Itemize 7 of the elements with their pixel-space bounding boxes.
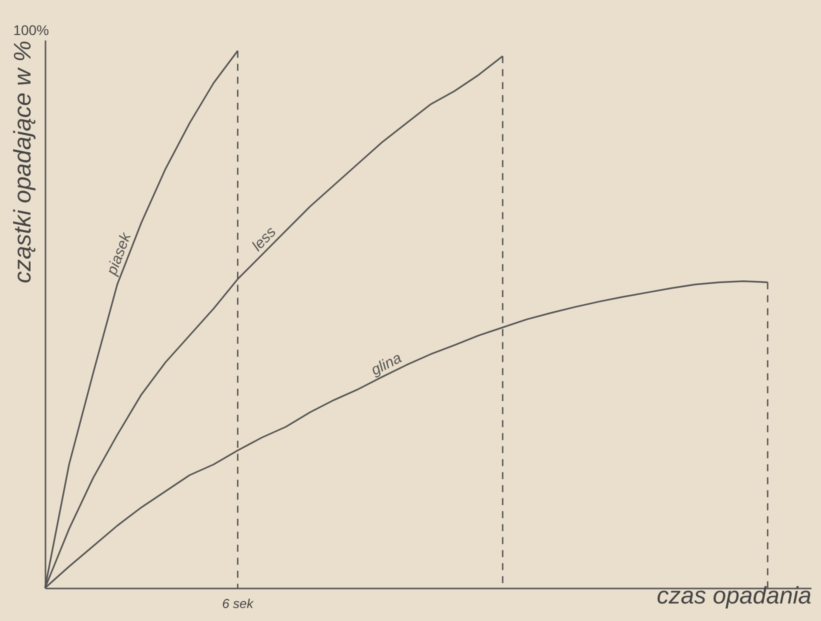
text: glina xyxy=(368,350,404,380)
x-axis-title: czas opadania xyxy=(656,582,812,610)
text: piasek xyxy=(103,229,136,278)
text: 6 sek xyxy=(222,596,255,611)
text: less xyxy=(248,223,280,255)
y-axis-title: cząstki opadające w % xyxy=(10,40,36,284)
text: 100% xyxy=(13,22,49,38)
